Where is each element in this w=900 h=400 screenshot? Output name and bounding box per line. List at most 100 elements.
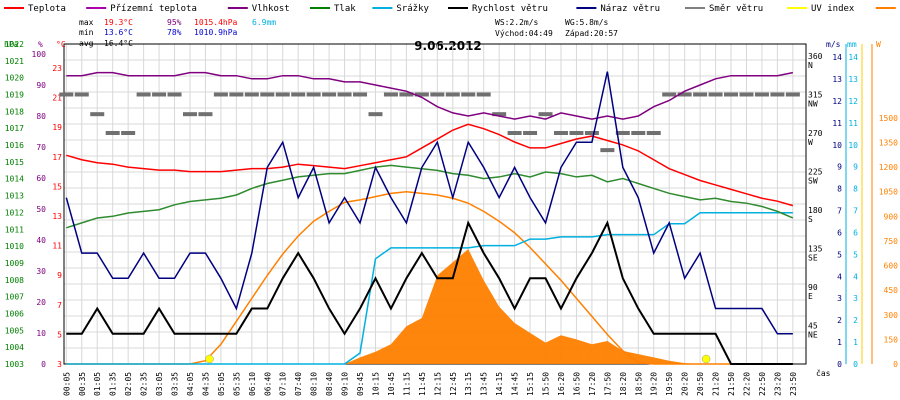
stat-max-humidity: 95%	[167, 18, 182, 27]
dir-axis-tick-1: N	[808, 61, 813, 70]
legend-label-6: Náraz větru	[600, 4, 660, 14]
w-axis-tick-7: 1050	[879, 188, 898, 197]
degc-axis-tick-1: 5	[57, 330, 62, 339]
rain-line	[66, 212, 793, 365]
mm-axis-tick-0: 0	[853, 360, 858, 369]
w-axis-tick-6: 900	[884, 212, 899, 221]
hpa-axis-tick-16: 1019	[5, 91, 24, 100]
dir-axis-tick-4: 270	[808, 129, 823, 138]
x-tick-37: 18:50	[634, 372, 643, 396]
x-tick-32: 16:20	[557, 372, 566, 396]
mm-axis-tick-10: 10	[848, 141, 858, 150]
x-tick-3: 01:35	[109, 372, 118, 396]
wind-dir-mark-25	[445, 92, 460, 97]
pct-axis-tick-0: 0	[41, 360, 46, 369]
stat-min-label: min	[79, 28, 94, 37]
wind-dir-mark-1	[74, 92, 89, 97]
x-tick-36: 18:20	[619, 372, 628, 396]
pct-axis-tick-10: 100	[32, 50, 47, 59]
legend-label-8: UV index	[811, 4, 855, 14]
wind-dir-mark-2	[90, 112, 105, 117]
hpa-axis-tick-1: 1004	[5, 343, 24, 352]
wind-dir-mark-28	[492, 112, 507, 117]
x-tick-39: 19:50	[665, 372, 674, 396]
wind-dir-mark-5	[136, 92, 151, 97]
mm-axis-tick-3: 3	[853, 294, 858, 303]
w-axis: 0 150 300 450 600 750 900 1050 1200 1350 1500	[879, 114, 898, 369]
ms-axis-tick-8: 8	[837, 185, 842, 194]
x-tick-0: 00:05	[62, 372, 71, 396]
x-tick-16: 08:10	[310, 372, 319, 396]
x-axis-label: čas	[816, 368, 831, 378]
wind-dir-mark-33	[569, 131, 584, 135]
ms-axis-tick-12: 12	[832, 97, 842, 106]
dir-axis-tick-10: 135	[808, 245, 823, 254]
pct-axis-label: %	[38, 40, 43, 49]
mm-axis-tick-4: 4	[853, 272, 858, 281]
dir-axis-tick-12: 90	[808, 283, 818, 292]
wind-dir-mark-3	[105, 131, 120, 135]
stat-rain: 6.9mm	[252, 18, 276, 27]
mm-axis-tick-11: 11	[848, 119, 858, 128]
wind-dir-mark-8	[182, 112, 197, 117]
pct-axis-tick-2: 20	[36, 298, 46, 307]
ms-axis-tick-11: 11	[832, 119, 842, 128]
stat-wind-speed: WS:2.2m/s	[495, 18, 539, 27]
mm-axis-tick-12: 12	[848, 97, 858, 106]
stat-max-pressure: 1015.4hPa	[194, 18, 238, 27]
degc-axis-tick-2: 7	[57, 301, 62, 310]
degc-axis-tick-5: 13	[52, 212, 62, 221]
wind-dir-mark-34	[584, 131, 599, 135]
stat-sunset: Západ:20:57	[565, 29, 618, 38]
solar-area	[66, 249, 793, 364]
wind-dir-mark-36	[615, 131, 630, 135]
pct-axis-tick-6: 60	[36, 174, 46, 183]
w-axis-label: W	[876, 40, 881, 49]
legend-label-4: Srážky	[396, 4, 429, 14]
x-tick-4: 02:05	[124, 372, 133, 396]
dir-axis-tick-15: NE	[808, 331, 818, 340]
hpa-axis-tick-9: 1012	[5, 208, 24, 217]
w-axis-tick-0: 0	[893, 360, 898, 369]
stat-min-humidity: 78%	[167, 28, 182, 37]
pct-axis-tick-8: 80	[36, 112, 46, 121]
degc-axis-tick-8: 19	[52, 123, 62, 132]
wind-dir-mark-35	[600, 148, 615, 153]
dir-axis-tick-6: 225	[808, 168, 823, 177]
x-tick-45: 22:50	[758, 372, 767, 396]
ms-axis-tick-14: 14	[832, 53, 842, 62]
hpa-axis-tick-11: 1014	[5, 175, 24, 184]
sunset-marker	[701, 354, 711, 364]
x-tick-35: 17:50	[603, 372, 612, 396]
dir-axis-tick-3: NW	[808, 100, 818, 109]
hpa-axis-tick-6: 1009	[5, 259, 24, 268]
x-tick-19: 09:45	[356, 372, 365, 396]
w-axis-tick-10: 1500	[879, 114, 898, 123]
x-axis: 00:05 00:35 01:05 01:35 02:05 02:35 03:05 03:35…	[62, 372, 798, 396]
degc-axis-label: °C	[56, 40, 66, 49]
ms-axis-tick-0: 0	[837, 360, 842, 369]
mm-axis-tick-9: 9	[853, 163, 858, 172]
ms-axis-tick-7: 7	[837, 207, 842, 216]
wind-dir-mark-38	[646, 131, 661, 135]
w-axis-tick-3: 450	[884, 286, 899, 295]
x-tick-42: 21:20	[712, 372, 721, 396]
stat-sunrise: Východ:04:49	[495, 29, 553, 38]
x-tick-11: 05:35	[232, 372, 241, 396]
degc-axis-tick-4: 11	[52, 242, 62, 251]
x-tick-17: 08:40	[325, 372, 334, 396]
wind-dir-mark-17	[322, 92, 337, 97]
stat-min-temp: 13.6°C	[104, 28, 133, 37]
mm-axis-label: mm	[847, 40, 857, 49]
pct-axis-tick-5: 50	[36, 205, 46, 214]
hpa-axis-tick-19: 1022	[5, 40, 24, 49]
x-tick-38: 19:20	[650, 372, 659, 396]
dir-axis-tick-7: SW	[808, 177, 818, 186]
wind-dir-mark-6	[152, 92, 167, 97]
wind-dir-mark-7	[167, 92, 182, 97]
hpa-axis-tick-18: 1021	[5, 57, 24, 66]
wind-dir-mark-39	[662, 92, 677, 97]
